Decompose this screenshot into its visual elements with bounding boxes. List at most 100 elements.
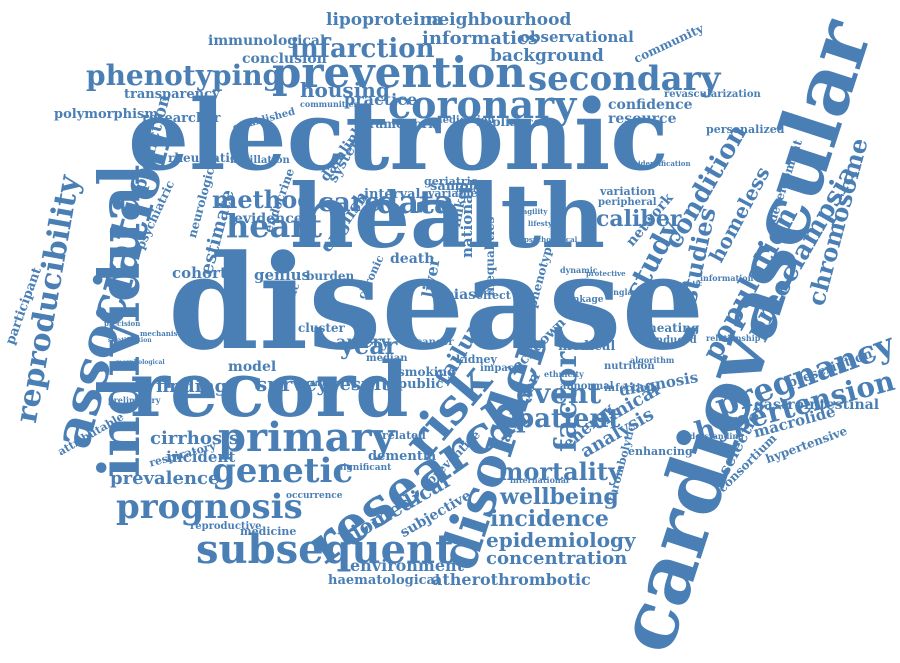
word-stratification: stratification [108,337,152,344]
word-communities: communities [300,99,359,109]
word-nutrition: nutrition [604,361,655,372]
word-model: model [228,359,277,375]
word-phenotyping: phenotyping [86,59,283,92]
word-heart: heart [226,207,322,245]
word-preliminary: preliminary [108,395,161,405]
word-sample: sample [430,179,482,194]
word-atherothrombotic: atherothrombotic [432,570,591,589]
word-method: method [212,185,314,214]
word-record: record [130,345,409,434]
word-algorithm: algorithm [630,355,675,365]
word-conclusion: conclusion [242,51,327,67]
word-survey: survey [256,372,329,396]
word-finding: finding [156,376,228,397]
word-effect: effect [476,289,511,302]
word-death: death [390,251,435,267]
word-infectious: infectious [604,383,660,394]
word-primary: primary [218,414,395,461]
word-patient: patient [516,404,621,434]
word-data: data [376,183,455,221]
word-appliance: appliance [476,115,542,129]
word-lipoproteina: lipoproteina [326,10,443,30]
word-medication: medication [432,115,495,126]
word-immunological: immunological [208,33,326,49]
word-identification: identification [638,159,691,168]
word-enhancing: enhancing [628,445,693,458]
word-observational: observational [520,28,634,46]
word-median: median [366,353,408,364]
word-geriatric: geriatric [424,175,478,188]
word-public: public [398,377,444,392]
word-interval: interval [364,187,421,202]
word-variable: variable [428,187,478,200]
word-revascularization: revascularization [664,89,761,100]
word-lifestyle: lifestyle [528,219,560,228]
word-wellbeing: wellbeing [500,484,619,510]
word-abnormal: abnormal [560,381,614,392]
word-information: information [700,273,754,283]
word-understanding: understanding [678,431,744,441]
word-resource: resource [608,111,677,127]
word-cirrhosis: cirrhosis [150,428,239,449]
word-environment: environment [350,556,465,575]
word-electronic: electronic [128,79,669,192]
word-medicine: medicine [240,525,297,538]
word-health: health [290,164,606,268]
word-related: related [382,429,426,442]
word-subsequent: subsequent [196,526,454,573]
word-england: england [608,287,645,297]
word-fragility: fragility [516,207,548,216]
word-secondary: secondary [528,59,721,99]
word-care: care [318,188,381,218]
word-relationship: relationship [706,333,761,343]
word-mental: mental [456,185,484,194]
word-mechanistic: mechanistic [140,329,188,338]
word-psychological: psychological [524,235,578,244]
word-housing: housing [300,78,390,102]
word-background: background [490,46,604,66]
word-framework: framework [364,117,437,131]
word-morphological: morphological [116,359,165,366]
word-informatics: informatics [422,28,539,49]
word-significant: significant [338,463,392,473]
word-year: year [340,331,398,360]
word-haematological: haematological [328,573,440,588]
word-medical: medical [558,339,616,354]
word-result: result [330,374,390,395]
word-infarction: infarction [290,34,435,64]
word-bias: bias [444,287,477,303]
word-diabetes: diabetes [310,379,344,388]
word-rheumatic: rheumatic [168,151,238,165]
word-disease: disease [168,226,705,379]
word-precision: precision [104,319,141,328]
word-polymorphism: polymorphism [54,107,159,122]
word-caliber: caliber [596,206,682,232]
word-cohort: cohort [172,264,227,282]
word-researcher: researcher [142,111,221,126]
word-event: event [516,377,602,410]
word-reproductive: reproductive [190,521,262,532]
word-protective: protective [586,269,626,278]
word-fibrillation: fibrillation [230,155,290,166]
word-personalized: personalized [706,123,785,136]
word-burden: burden [306,269,355,283]
word-neighbourhood: neighbourhood [426,10,572,30]
word-artery: artery [336,332,391,351]
word-ethnicity: ethnicity [544,369,584,379]
word-international: international [510,475,569,485]
word-linkage: linkage [566,295,604,305]
word-coronary: coronary [388,82,577,127]
word-variation: variation [600,185,656,198]
word-dementia: dementia [368,449,437,464]
word-cluster: cluster [298,321,345,335]
word-occurrence: occurrence [286,491,343,501]
word-kidney: kidney [456,353,497,366]
word-genius: genius [254,266,310,284]
word-epidemiology: epidemiology [486,528,636,552]
word-prognosis: prognosis [116,487,303,527]
word-dynamic: dynamic [560,265,598,275]
word-heating: heating [648,321,700,335]
word-prevalence: prevalence [110,468,220,489]
word-characteristic: characteristic [648,279,703,288]
